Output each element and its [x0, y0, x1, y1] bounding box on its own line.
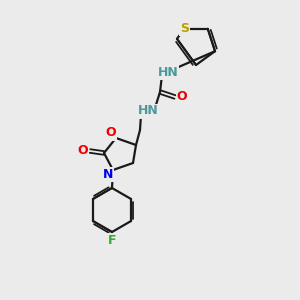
- Text: S: S: [180, 22, 189, 35]
- Text: HN: HN: [158, 65, 178, 79]
- Text: F: F: [108, 233, 116, 247]
- Text: O: O: [177, 91, 187, 103]
- Text: O: O: [106, 127, 116, 140]
- Text: O: O: [78, 145, 88, 158]
- Text: N: N: [103, 167, 113, 181]
- Text: HN: HN: [138, 104, 158, 118]
